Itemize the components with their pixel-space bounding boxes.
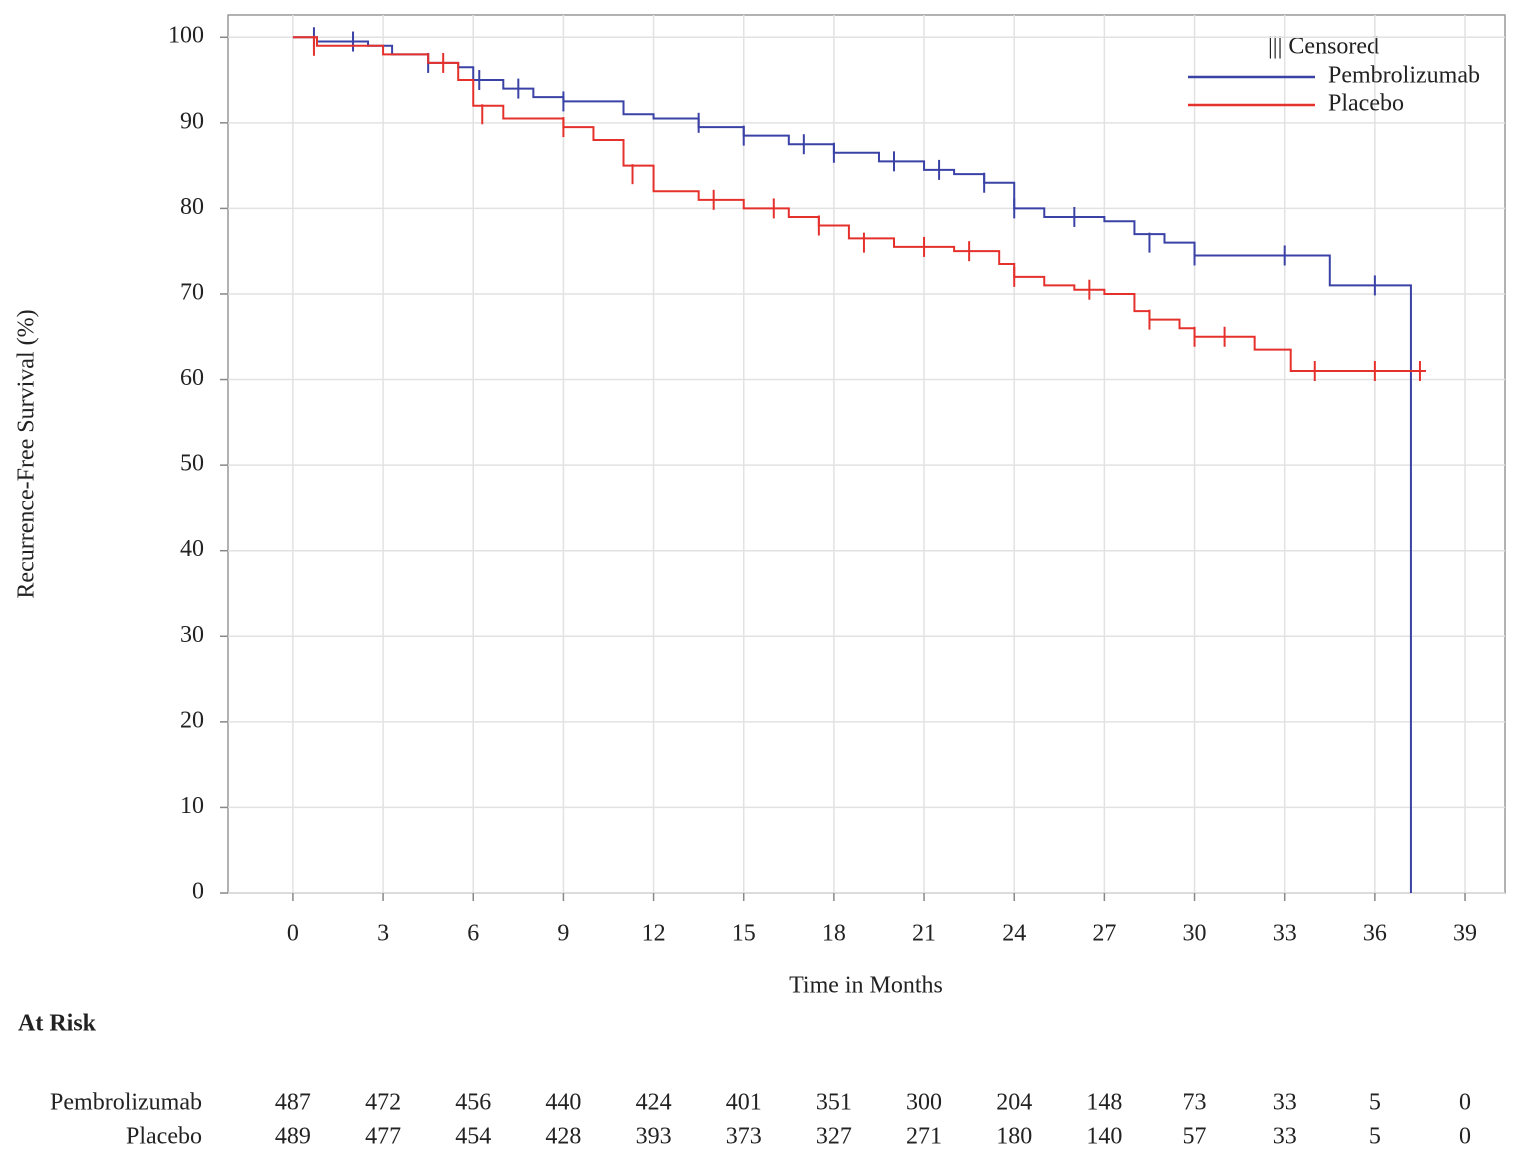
at-risk-title: At Risk [18,1011,97,1037]
at-risk-name: Placebo [126,1124,202,1150]
at-risk-count: 5 [1369,1090,1381,1116]
at-risk-count: 204 [996,1090,1032,1116]
x-tick-label: 6 [467,921,479,947]
x-tick-label: 9 [557,921,569,947]
x-tick-label: 39 [1453,921,1477,947]
x-tick-label: 27 [1092,921,1116,947]
at-risk-count: 33 [1273,1124,1297,1150]
y-tick-label: 20 [180,707,204,733]
at-risk-count: 0 [1459,1090,1471,1116]
at-risk-count: 351 [816,1090,852,1116]
at-risk-count: 456 [455,1090,491,1116]
x-tick-label: 24 [1002,921,1026,947]
at-risk-count: 300 [906,1090,942,1116]
legend-label: Placebo [1328,91,1404,117]
at-risk-count: 148 [1086,1090,1122,1116]
at-risk-count: 73 [1183,1090,1207,1116]
at-risk-count: 428 [545,1124,581,1150]
at-risk-count: 454 [455,1124,491,1150]
at-risk-count: 33 [1273,1090,1297,1116]
at-risk-count: 477 [365,1124,401,1150]
y-tick-label: 60 [180,365,204,391]
at-risk-count: 327 [816,1124,852,1150]
x-axis-label: Time in Months [789,973,943,999]
at-risk-count: 180 [996,1124,1032,1150]
at-risk-count: 440 [545,1090,581,1116]
at-risk-count: 424 [636,1090,672,1116]
at-risk-count: 472 [365,1090,401,1116]
at-risk-count: 487 [275,1090,311,1116]
at-risk-count: 140 [1086,1124,1122,1150]
x-tick-label: 21 [912,921,936,947]
at-risk-count: 271 [906,1124,942,1150]
y-tick-label: 90 [180,108,204,134]
at-risk-count: 393 [636,1124,672,1150]
at-risk-count: 57 [1183,1124,1207,1150]
y-tick-label: 10 [180,793,204,819]
y-tick-label: 30 [180,622,204,648]
y-tick-label: 80 [180,194,204,220]
x-tick-label: 18 [822,921,846,947]
at-risk-count: 401 [726,1090,762,1116]
x-tick-label: 12 [642,921,666,947]
x-tick-label: 15 [732,921,756,947]
y-tick-label: 50 [180,451,204,477]
y-tick-label: 70 [180,279,204,305]
x-tick-label: 30 [1183,921,1207,947]
y-axis-label: Recurrence-Free Survival (%) [14,309,40,598]
x-tick-label: 33 [1273,921,1297,947]
x-tick-label: 0 [287,921,299,947]
x-tick-label: 36 [1363,921,1387,947]
at-risk-name: Pembrolizumab [50,1090,202,1116]
x-tick-label: 3 [377,921,389,947]
legend-label: Pembrolizumab [1328,63,1480,89]
y-tick-label: 40 [180,536,204,562]
y-tick-label: 100 [168,23,204,49]
at-risk-count: 373 [726,1124,762,1150]
at-risk-count: 5 [1369,1124,1381,1150]
at-risk-count: 0 [1459,1124,1471,1150]
plot-frame [227,14,1506,894]
y-tick-label: 0 [192,879,204,905]
at-risk-count: 489 [275,1124,311,1150]
survival-curve [292,36,1426,372]
